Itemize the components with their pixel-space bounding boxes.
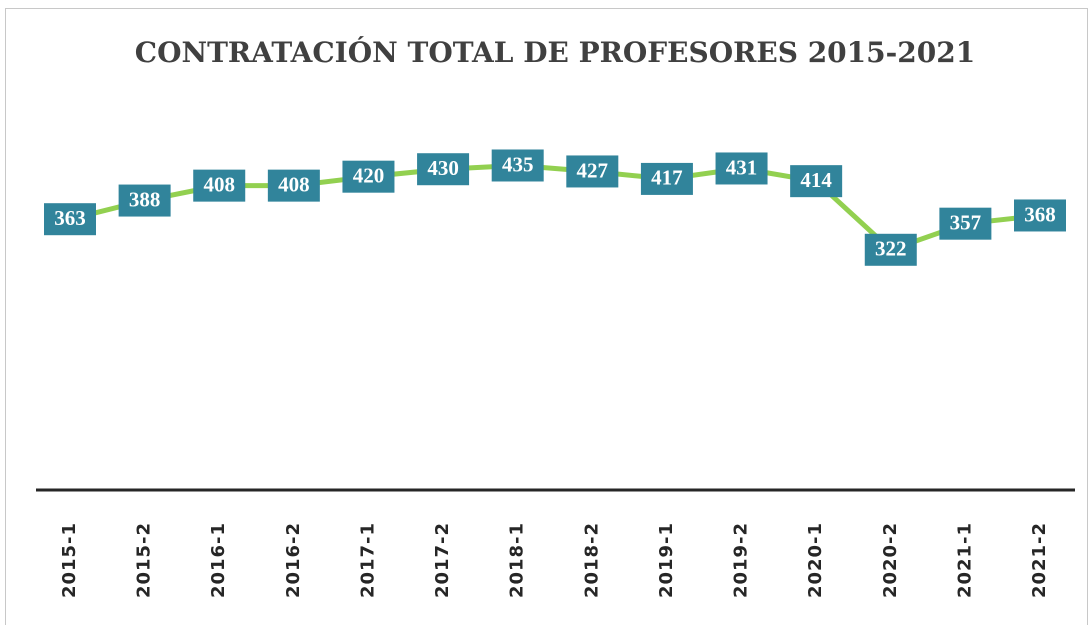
data-label: 414 bbox=[800, 168, 832, 192]
data-label-box bbox=[118, 184, 171, 217]
data-label-box bbox=[267, 169, 320, 202]
data-label-box bbox=[417, 153, 470, 186]
data-label: 368 bbox=[1024, 202, 1056, 226]
data-label: 408 bbox=[278, 172, 310, 196]
chart-frame bbox=[5, 8, 1088, 625]
data-label: 357 bbox=[950, 210, 982, 234]
x-tick-label: 2018-1 bbox=[507, 522, 528, 598]
data-label-box bbox=[566, 155, 619, 188]
x-tick-label: 2016-2 bbox=[283, 522, 304, 598]
x-tick-label: 2021-1 bbox=[954, 522, 975, 598]
data-label: 427 bbox=[577, 158, 609, 182]
data-label-box bbox=[1014, 199, 1066, 232]
x-tick-label: 2015-2 bbox=[134, 522, 155, 598]
data-label-box bbox=[193, 169, 246, 202]
data-label-box bbox=[939, 207, 992, 240]
x-tick-label: 2019-2 bbox=[731, 522, 752, 598]
data-label: 430 bbox=[427, 156, 459, 180]
x-tick-label: 2021-2 bbox=[1029, 522, 1050, 598]
data-label-box bbox=[715, 152, 768, 185]
data-label-box bbox=[491, 149, 544, 182]
data-label: 417 bbox=[651, 166, 683, 190]
data-label: 322 bbox=[875, 237, 907, 261]
x-tick-label: 2016-1 bbox=[208, 522, 229, 598]
x-tick-label: 2020-2 bbox=[880, 522, 901, 598]
data-label: 363 bbox=[54, 206, 86, 230]
x-tick-label: 2020-1 bbox=[805, 522, 826, 598]
x-tick-label: 2017-2 bbox=[432, 522, 453, 598]
data-label-box bbox=[864, 233, 917, 266]
data-label: 420 bbox=[353, 163, 385, 187]
data-label-box bbox=[44, 203, 96, 236]
data-label: 431 bbox=[726, 155, 758, 179]
x-tick-label: 2017-1 bbox=[357, 522, 378, 598]
data-label: 408 bbox=[203, 172, 235, 196]
data-label-box bbox=[342, 160, 395, 193]
data-label: 435 bbox=[502, 152, 534, 176]
x-tick-label: 2018-2 bbox=[581, 522, 602, 598]
x-tick-label: 2015-1 bbox=[59, 522, 80, 598]
data-label: 388 bbox=[129, 187, 161, 211]
chart-title: CONTRATACIÓN TOTAL DE PROFESORES 2015-20… bbox=[135, 35, 975, 69]
x-tick-label: 2019-1 bbox=[656, 522, 677, 598]
data-label-box bbox=[640, 162, 693, 195]
data-label-box bbox=[790, 165, 843, 198]
